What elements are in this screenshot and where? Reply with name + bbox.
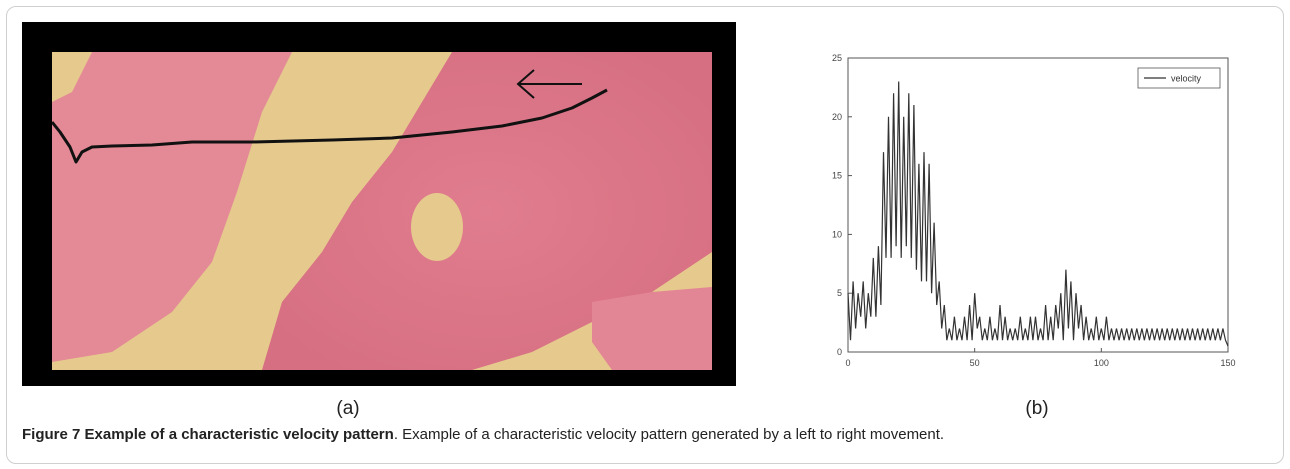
figure-caption: Figure 7 Example of a characteristic vel… (22, 426, 1272, 443)
y-tick-label: 15 (832, 171, 842, 181)
caption-title: Figure 7 Example of a characteristic vel… (22, 426, 394, 443)
velocity-chart: 0 50 100 150 0 5 10 15 20 25 velocity (832, 53, 1236, 368)
y-tick-label: 5 (837, 288, 842, 298)
left-arrow-icon (516, 69, 535, 99)
tissue-center-region (262, 52, 712, 370)
panel-a-micrograph (22, 22, 736, 386)
legend-box (1137, 67, 1221, 89)
x-tick-label: 0 (845, 358, 850, 368)
micrograph-svg (52, 52, 712, 370)
background-corner (52, 52, 92, 102)
legend-label: velocity (1171, 74, 1202, 84)
tissue-hole (411, 193, 463, 261)
tissue-bottom-right-region (592, 287, 712, 370)
panel-b-label: (b) (1025, 398, 1049, 419)
y-tick-label: 0 (837, 347, 842, 357)
y-tick-label: 10 (832, 229, 842, 239)
series-line-velocity (847, 81, 1229, 347)
panel-b-chart: 0 50 100 150 0 5 10 15 20 25 velocity (818, 46, 1238, 386)
x-tick-label: 150 (1220, 358, 1235, 368)
plot-area (847, 57, 1229, 353)
y-tick-label: 25 (832, 53, 842, 63)
x-tick-label: 50 (970, 358, 980, 368)
y-tick-label: 20 (832, 112, 842, 122)
panel-a-label: (a) (336, 398, 360, 419)
x-tick-label: 100 (1094, 358, 1109, 368)
tissue-micrograph-image (52, 52, 712, 370)
tissue-left-region (52, 52, 292, 362)
caption-text: . Example of a characteristic velocity p… (393, 426, 945, 443)
movement-trajectory (52, 88, 608, 164)
